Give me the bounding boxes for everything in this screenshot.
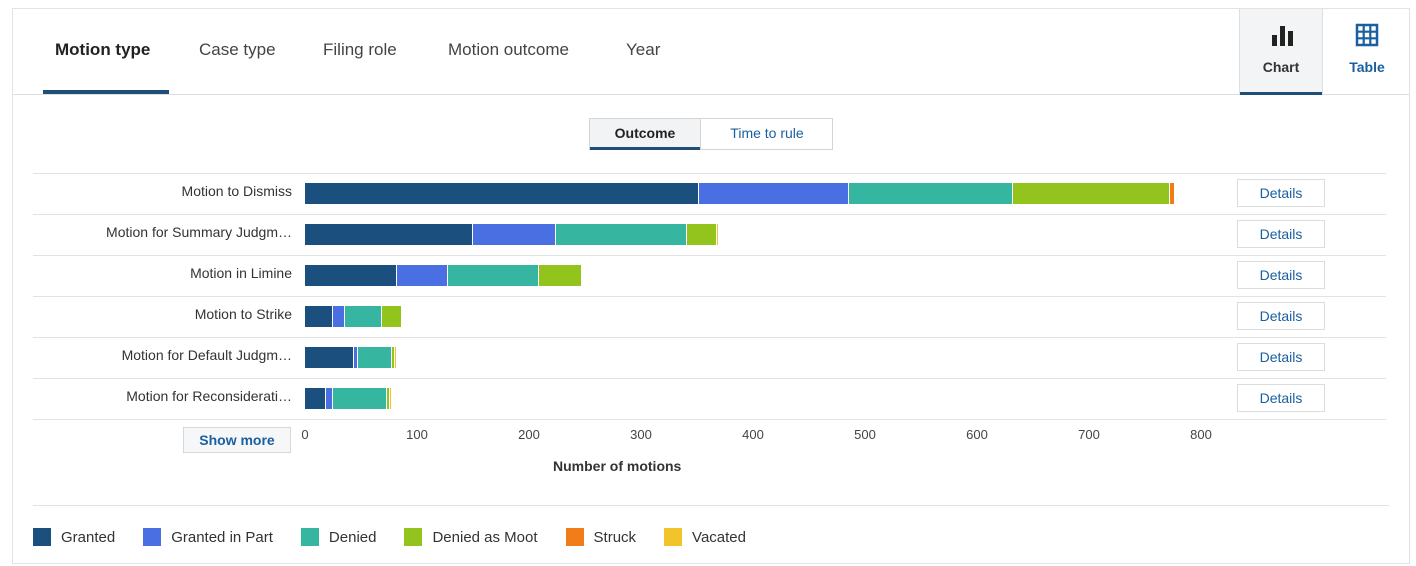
legend-item[interactable]: Struck xyxy=(565,528,637,546)
legend-label: Granted xyxy=(61,528,116,546)
legend-label: Denied as Moot xyxy=(432,528,538,546)
tab-motion-outcome[interactable]: Motion outcome xyxy=(448,40,569,59)
row-divider xyxy=(33,296,1386,297)
legend-item[interactable]: Vacated xyxy=(664,528,746,546)
category-label: Motion for Default Judgm… xyxy=(121,347,292,363)
bar-segment-denied[interactable] xyxy=(333,388,387,409)
tab-filing-role[interactable]: Filing role xyxy=(323,40,397,59)
category-label: Motion for Reconsiderati… xyxy=(126,388,292,404)
bar-segment-denied[interactable] xyxy=(849,183,1013,204)
category-label: Motion for Summary Judgm… xyxy=(106,224,292,240)
legend-label: Granted in Part xyxy=(171,528,273,546)
bar-segment-granted[interactable] xyxy=(305,224,473,245)
bar-segment-denied[interactable] xyxy=(448,265,540,286)
bar-segment-denied-as-moot[interactable] xyxy=(539,265,582,286)
bar-segment-denied-as-moot[interactable] xyxy=(686,224,718,245)
bar-segment-granted[interactable] xyxy=(305,388,327,409)
row-divider xyxy=(33,173,1386,174)
bar-segment-granted-in-part[interactable] xyxy=(473,224,556,245)
details-button[interactable]: Details xyxy=(1237,343,1325,371)
details-button[interactable]: Details xyxy=(1237,384,1325,412)
legend-divider xyxy=(33,505,1389,506)
bar-segment-denied[interactable] xyxy=(357,347,393,368)
legend-label: Vacated xyxy=(692,528,746,546)
legend-item[interactable]: Granted xyxy=(33,528,115,546)
bar-segment-denied-as-moot[interactable] xyxy=(386,388,391,409)
x-axis-tick-label: 500 xyxy=(854,427,876,442)
legend-swatch xyxy=(565,528,584,546)
row-divider xyxy=(33,419,1386,420)
bar-segment-granted[interactable] xyxy=(305,347,355,368)
legend-swatch xyxy=(664,528,683,546)
details-button[interactable]: Details xyxy=(1237,220,1325,248)
legend-swatch xyxy=(404,528,423,546)
bar-chart-icon xyxy=(1272,26,1293,46)
legend-label: Denied xyxy=(328,528,377,546)
time-to-rule-toggle-button[interactable]: Time to rule xyxy=(730,125,804,141)
category-label: Motion to Strike xyxy=(194,306,292,322)
tab-case-type[interactable]: Case type xyxy=(199,40,276,59)
bar-segment-granted[interactable] xyxy=(305,306,333,327)
x-axis-tick-label: 0 xyxy=(301,427,309,442)
row-divider xyxy=(33,255,1386,256)
bar-segment-granted-in-part[interactable] xyxy=(396,265,449,286)
bar-segment-denied[interactable] xyxy=(555,224,687,245)
x-axis-tick-label: 600 xyxy=(966,427,988,442)
legend-item[interactable]: Granted in Part xyxy=(143,528,273,546)
tab-year[interactable]: Year xyxy=(626,40,661,59)
table-view-button[interactable]: Table xyxy=(1325,9,1409,95)
bar-segment-denied[interactable] xyxy=(345,306,383,327)
legend-swatch xyxy=(300,528,319,546)
x-axis-tick-label: 400 xyxy=(742,427,764,442)
motion-analytics-panel: Motion type Case type Filing role Motion… xyxy=(12,8,1410,564)
legend-item[interactable]: Denied as Moot xyxy=(404,528,538,546)
active-tab-indicator xyxy=(43,90,169,94)
bar-segment-denied-as-moot[interactable] xyxy=(1012,183,1170,204)
x-axis-tick-label: 800 xyxy=(1190,427,1212,442)
show-more-button[interactable]: Show more xyxy=(183,427,291,453)
details-button[interactable]: Details xyxy=(1237,179,1325,207)
chart-legend: Granted Granted in Part Denied Denied as Mo… xyxy=(33,527,774,547)
bar-segment-granted[interactable] xyxy=(305,265,397,286)
bar-segment-granted[interactable] xyxy=(305,183,700,204)
bar-segment-granted-in-part[interactable] xyxy=(354,347,358,368)
tab-motion-type[interactable]: Motion type xyxy=(55,40,151,59)
table-grid-icon xyxy=(1355,23,1379,47)
x-axis-tick-label: 300 xyxy=(630,427,652,442)
table-view-label: Table xyxy=(1349,59,1385,75)
bar-segment-denied-as-moot[interactable] xyxy=(382,306,403,327)
legend-label: Struck xyxy=(593,528,637,546)
x-axis-tick-label: 200 xyxy=(518,427,540,442)
outcome-toggle-button[interactable]: Outcome xyxy=(590,119,701,150)
bar-segment-denied-as-moot[interactable] xyxy=(392,347,395,368)
row-divider xyxy=(33,337,1386,338)
legend-swatch xyxy=(33,528,51,546)
details-button[interactable]: Details xyxy=(1237,261,1325,289)
row-divider xyxy=(33,214,1386,215)
bar-segment-vacated[interactable] xyxy=(717,224,720,245)
category-label: Motion in Limine xyxy=(190,265,292,281)
category-label: Motion to Dismiss xyxy=(181,183,292,199)
chart-view-label: Chart xyxy=(1262,59,1300,75)
x-axis-tick-label: 100 xyxy=(406,427,428,442)
bar-segment-granted-in-part[interactable] xyxy=(326,388,333,409)
bar-segment-granted-in-part[interactable] xyxy=(333,306,346,327)
details-button[interactable]: Details xyxy=(1237,302,1325,330)
outcome-time-toggle: Outcome Time to rule xyxy=(589,118,833,150)
row-divider xyxy=(33,378,1386,379)
bar-segment-vacated[interactable] xyxy=(394,347,397,368)
bar-segment-vacated[interactable] xyxy=(390,388,393,409)
bar-segment-granted-in-part[interactable] xyxy=(699,183,850,204)
tab-bar: Motion type Case type Filing role Motion… xyxy=(13,9,1409,95)
chart-view-indicator xyxy=(1240,92,1322,95)
legend-swatch xyxy=(143,528,162,546)
x-axis-tick-label: 700 xyxy=(1078,427,1100,442)
chart-view-button[interactable]: Chart xyxy=(1239,9,1323,95)
legend-item[interactable]: Denied xyxy=(300,528,377,546)
bar-segment-struck[interactable] xyxy=(1169,183,1176,204)
x-axis-title: Number of motions xyxy=(553,458,682,474)
